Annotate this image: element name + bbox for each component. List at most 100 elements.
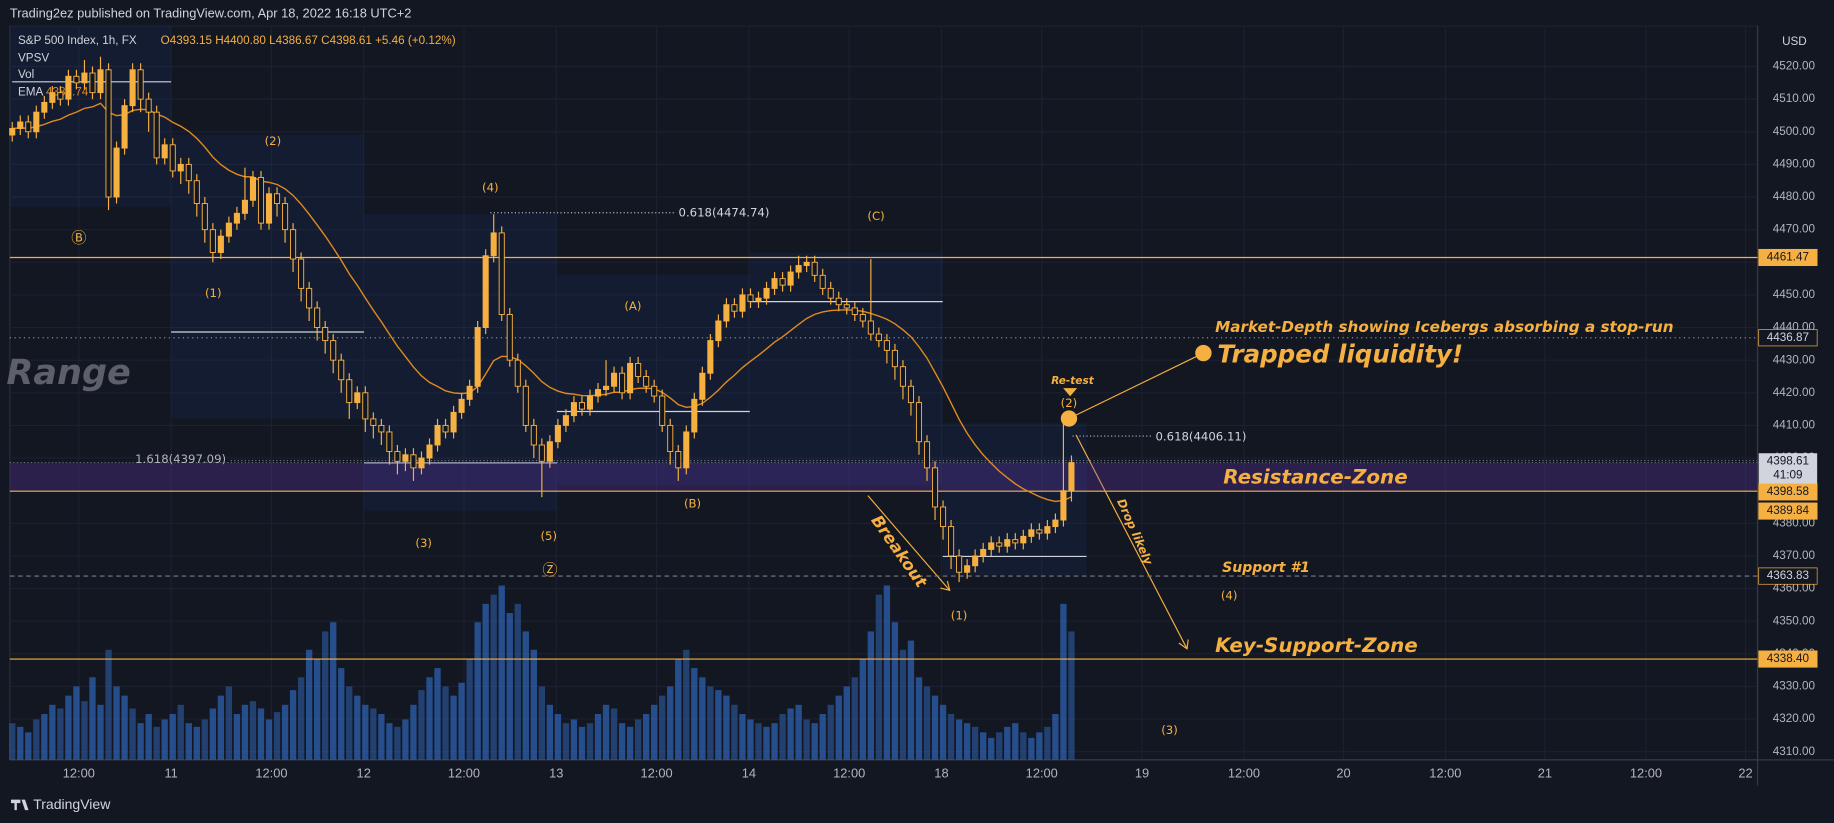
candle-body: [586, 395, 594, 410]
annotation: (3): [1161, 723, 1178, 737]
candle-body: [835, 297, 842, 306]
x-tick-label: 12:00: [833, 765, 865, 780]
candle-body: [201, 203, 208, 231]
x-tick-label: 11: [164, 765, 177, 780]
candle-body: [386, 431, 393, 452]
annotation: Market-Depth showing Icebergs absorbing …: [1215, 318, 1673, 336]
y-tick-label: 4320.00: [1773, 712, 1816, 725]
last-price-label: 4398.61: [1767, 455, 1809, 468]
annotation: (3): [415, 536, 432, 550]
candle-body: [442, 424, 449, 433]
arrow-head: [940, 580, 951, 592]
vp-box: [171, 134, 365, 419]
volume-bar: [249, 701, 257, 760]
volume-bar: [161, 719, 168, 760]
annotation: 0.618(4406.11): [1155, 430, 1246, 444]
x-tick-label: 12:00: [63, 765, 95, 780]
vp-box: [749, 252, 943, 486]
candle-body: [972, 555, 979, 567]
candle-body: [410, 454, 417, 469]
volume-bar: [346, 686, 353, 760]
grid: [9, 25, 1758, 760]
volume-bar: [546, 704, 554, 760]
candle-body: [1044, 526, 1051, 534]
arrow: [1075, 434, 1188, 650]
y-tick-label: 4330.00: [1773, 680, 1816, 693]
candle-body: [707, 340, 714, 374]
annotation: Trapped liquidity!: [1217, 339, 1463, 368]
candle-body: [731, 304, 738, 312]
volume-bar: [747, 719, 754, 760]
y-tick-label: 4310.00: [1773, 745, 1816, 758]
volume-bar: [426, 677, 433, 760]
candle-body: [426, 444, 433, 459]
candle-body: [330, 340, 337, 361]
candle-body: [859, 314, 866, 322]
candle-body: [763, 287, 770, 299]
candle-body: [779, 278, 786, 286]
candle-body: [980, 548, 987, 557]
candle-body: [546, 441, 553, 462]
volume-bar: [530, 649, 537, 760]
candle-body: [787, 271, 794, 286]
candle-body: [915, 402, 923, 443]
candle-body: [65, 75, 72, 100]
volume-bar: [691, 668, 698, 760]
volume-bar: [474, 622, 481, 760]
volume-bar: [402, 719, 409, 760]
volume-bar: [177, 704, 184, 760]
y-tick-label: 4510.00: [1773, 92, 1816, 105]
volume-bar: [169, 713, 176, 760]
volume-bar: [442, 686, 449, 760]
candle-body: [498, 232, 505, 315]
annotation: 1.618(4397.09): [135, 452, 226, 466]
x-tick-label: 13: [549, 765, 563, 780]
candle-body: [506, 314, 513, 361]
publisher: Trading2ez published on TradingView.com,…: [10, 5, 412, 20]
marker-triangle: [1063, 388, 1078, 397]
candle-body: [346, 379, 353, 404]
volume-bar: [1060, 603, 1067, 760]
volume-bar: [947, 713, 955, 760]
candle-body: [402, 454, 409, 462]
candle-body: [161, 144, 168, 159]
volume-bar: [57, 708, 64, 760]
volume-bar: [899, 649, 907, 760]
candle-body: [683, 431, 690, 469]
volume-bar: [634, 719, 642, 760]
candle-body: [611, 372, 618, 387]
volume-bar: [153, 726, 160, 760]
candle-body: [418, 457, 425, 469]
volume-bar: [955, 719, 963, 760]
volume-bar: [41, 713, 48, 760]
annotation: Ⓑ: [71, 229, 86, 247]
candle-body: [819, 274, 826, 289]
candle-body: [675, 451, 682, 469]
candle-body: [867, 320, 874, 335]
y-tick-label: 4350.00: [1773, 614, 1816, 627]
candle-body: [931, 467, 939, 508]
candle-body: [137, 69, 144, 100]
volume-bar: [939, 704, 947, 760]
volume-bar: [490, 594, 497, 760]
volume-bar: [859, 658, 866, 760]
candle-body: [851, 307, 858, 315]
x-tick-label: 12:00: [641, 765, 673, 780]
volume-bar: [980, 732, 987, 760]
candle-body: [755, 297, 762, 302]
candle-body: [723, 304, 730, 322]
y-tick-label: 4380.00: [1773, 516, 1816, 529]
volume-bar: [338, 668, 345, 760]
volume-bar: [1012, 723, 1019, 760]
volume-bar: [209, 708, 217, 760]
volume-bar: [185, 723, 192, 760]
indicator: Vol: [18, 68, 34, 81]
candle-body: [1068, 462, 1075, 492]
candle-body: [795, 265, 802, 273]
volume-bar: [362, 704, 369, 760]
volume-bar: [330, 622, 337, 760]
candle-body: [49, 92, 56, 103]
candle-body: [370, 418, 377, 426]
annotation: (2): [1061, 396, 1078, 410]
last-price-bg: [1758, 453, 1818, 484]
